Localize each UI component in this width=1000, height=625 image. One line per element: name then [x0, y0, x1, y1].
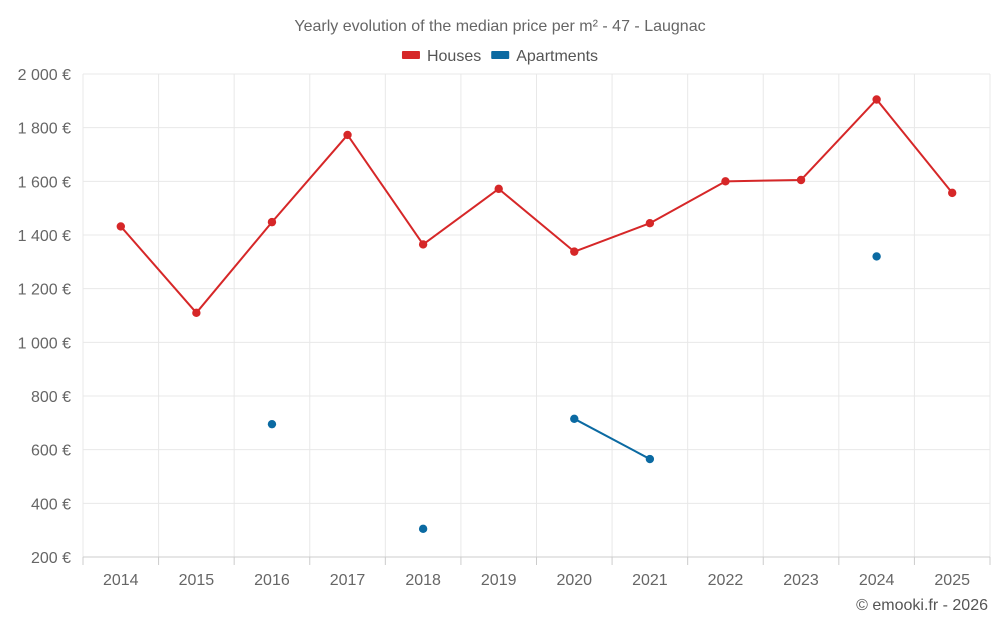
x-tick-label: 2025 [934, 572, 970, 589]
y-tick-label: 1 000 € [18, 335, 71, 352]
houses-point[interactable] [267, 217, 277, 227]
legend-item-houses[interactable]: Houses [401, 48, 481, 65]
series-houses [116, 95, 957, 318]
houses-point[interactable] [645, 218, 655, 228]
y-tick-label: 200 € [31, 550, 71, 567]
x-tick-label: 2017 [330, 572, 366, 589]
apartments-point[interactable] [570, 414, 579, 424]
houses-point[interactable] [116, 222, 125, 231]
y-tick-label: 1 800 € [18, 121, 71, 138]
houses-point[interactable] [721, 177, 730, 186]
x-axis: 2014 2015 2016 2017 2018 2019 2020 2021 2022 2023… [82, 556, 991, 589]
houses-point[interactable] [796, 175, 806, 185]
x-tick-label: 2018 [405, 572, 441, 589]
y-axis: 200 € 400 € 600 € 800 € 1 000 € 1 200 € 1 400 … [18, 67, 71, 567]
y-tick-label: 2 000 € [18, 67, 71, 84]
apartments-point[interactable] [418, 524, 428, 534]
y-tick-label: 400 € [31, 496, 71, 513]
series-group [116, 95, 957, 534]
legend: Houses Apartments [401, 48, 598, 65]
chart-title: Yearly evolution of the median price per… [294, 18, 705, 35]
x-tick-label: 2019 [481, 572, 517, 589]
gridlines [82, 73, 991, 558]
houses-line [120, 98, 953, 314]
legend-label: Houses [427, 48, 481, 65]
x-tick-label: 2024 [859, 572, 895, 589]
legend-swatch [491, 51, 510, 59]
series-apartments [267, 252, 881, 534]
y-tick-label: 1 600 € [18, 174, 71, 191]
apartments-line [573, 417, 651, 460]
houses-point[interactable] [343, 130, 352, 140]
houses-point[interactable] [418, 240, 428, 249]
legend-item-apartments[interactable]: Apartments [491, 48, 598, 65]
x-tick-label: 2020 [556, 572, 592, 589]
houses-point[interactable] [494, 184, 503, 194]
legend-swatch [401, 51, 420, 59]
y-tick-label: 1 400 € [18, 228, 71, 245]
houses-point[interactable] [948, 188, 957, 198]
apartments-point[interactable] [872, 252, 881, 261]
y-tick-label: 800 € [31, 389, 71, 406]
x-tick-label: 2022 [708, 572, 744, 589]
x-tick-label: 2023 [783, 572, 819, 589]
x-tick-label: 2016 [254, 572, 290, 589]
credit-text: © emooki.fr - 2026 [856, 597, 988, 614]
y-tick-label: 1 200 € [18, 282, 71, 299]
x-tick-label: 2014 [103, 572, 139, 589]
houses-point[interactable] [872, 95, 881, 104]
x-tick-label: 2015 [179, 572, 215, 589]
legend-label: Apartments [516, 48, 598, 65]
y-tick-label: 600 € [31, 443, 71, 460]
houses-point[interactable] [570, 247, 579, 256]
houses-point[interactable] [192, 308, 201, 318]
apartments-point[interactable] [267, 419, 277, 429]
apartments-point[interactable] [645, 454, 655, 464]
x-tick-label: 2021 [632, 572, 668, 589]
